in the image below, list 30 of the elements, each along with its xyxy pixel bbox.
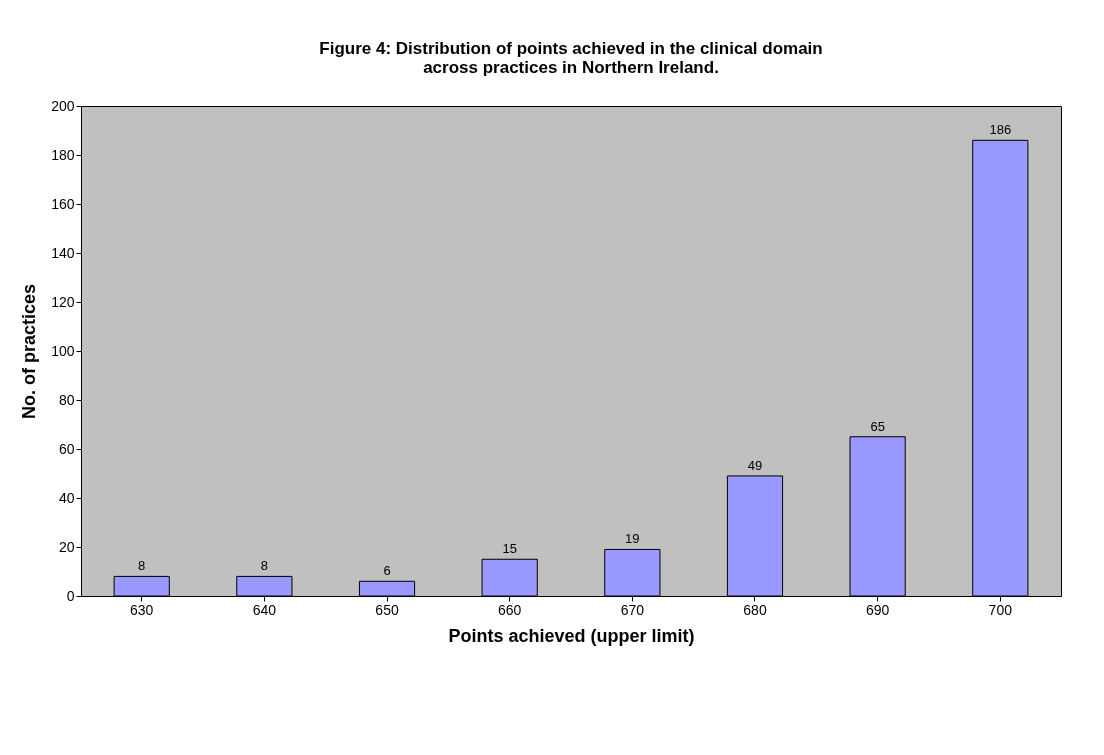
x-tick-label: 670 — [620, 601, 645, 618]
y-tick-label: 100 — [51, 342, 75, 359]
y-tick-label: 60 — [58, 440, 75, 457]
data-label: 6 — [383, 563, 391, 579]
x-tick-label: 660 — [497, 601, 522, 618]
x-tick-label: 690 — [865, 601, 890, 618]
data-label: 15 — [502, 541, 517, 557]
x-tick-label: 680 — [743, 601, 767, 618]
y-tick-label: 120 — [51, 293, 75, 310]
data-label: 8 — [138, 558, 146, 574]
y-tick-label: 160 — [51, 195, 75, 212]
y-tick-label: 80 — [58, 391, 75, 408]
data-label: 186 — [989, 122, 1012, 138]
y-tick-label: 20 — [58, 538, 75, 555]
x-axis-title: Points achieved (upper limit) — [448, 625, 695, 646]
x-tick-label: 700 — [988, 601, 1013, 618]
y-tick-label: 200 — [51, 97, 75, 114]
data-label: 65 — [870, 418, 885, 434]
x-tick-label: 630 — [130, 601, 154, 618]
y-tick-label: 40 — [58, 489, 75, 506]
x-tick-label: 640 — [252, 601, 277, 618]
chart-title: Figure 4: Distribution of points achieved in the clinical domain across practices in Northern Ireland. — [319, 39, 823, 77]
y-axis-title: No. of practices — [19, 283, 40, 420]
data-label: 8 — [260, 558, 268, 574]
y-tick-label: 0 — [66, 587, 75, 604]
y-tick-label: 180 — [51, 146, 75, 163]
x-tick-label: 650 — [375, 601, 399, 618]
data-label: 49 — [747, 457, 763, 473]
data-label: 19 — [625, 531, 640, 547]
y-tick-label: 140 — [51, 244, 75, 261]
